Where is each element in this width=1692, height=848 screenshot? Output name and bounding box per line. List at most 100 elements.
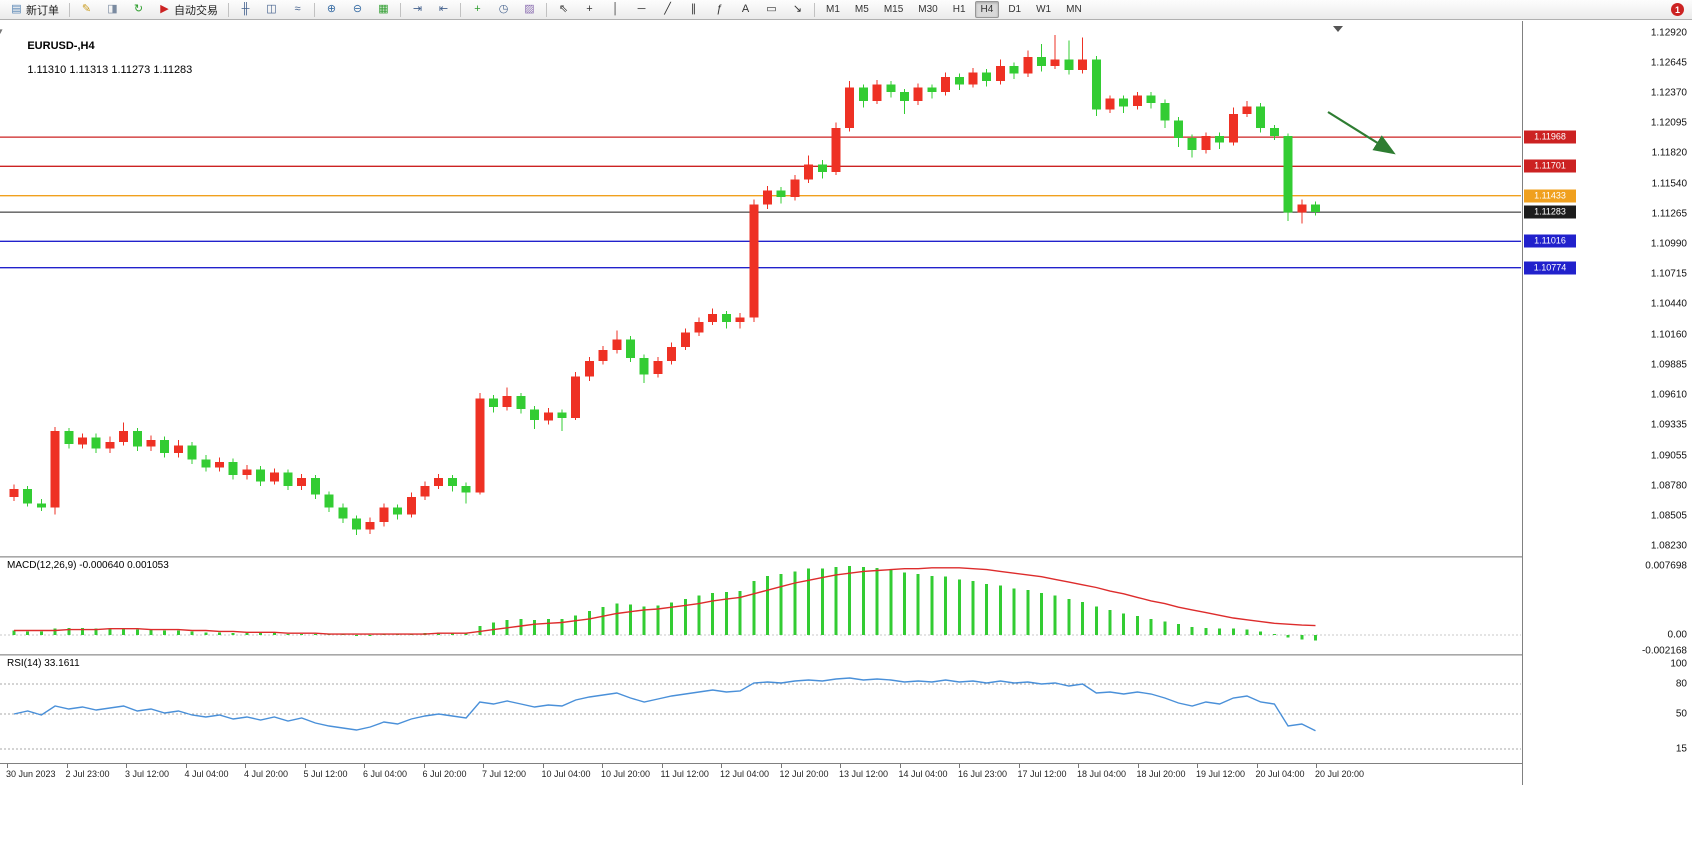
time-axis[interactable]: 30 Jun 2023 2 Jul 23:00 3 Jul 12:00 4 Jul 0… bbox=[0, 763, 1692, 786]
arrows-button[interactable]: ↘ bbox=[785, 0, 810, 19]
one-click-trading-toggle[interactable]: ▾ bbox=[0, 26, 3, 36]
symbol-period-label: EURUSD-,H4 bbox=[27, 40, 95, 52]
candlestick-chart-mode-icon: ◫ bbox=[266, 3, 277, 15]
chart-shift-marker[interactable] bbox=[1333, 26, 1343, 32]
fibonacci-icon: ƒ bbox=[716, 3, 723, 15]
autotrading-button[interactable]: ▶ 自动交易 bbox=[152, 0, 224, 19]
time-tick bbox=[840, 764, 841, 768]
periods-button[interactable]: ◷ bbox=[491, 0, 516, 19]
new-order-button[interactable]: ▤ 新订单 bbox=[4, 0, 65, 19]
time-tick bbox=[542, 764, 544, 768]
channel-icon: ∥ bbox=[690, 3, 697, 15]
chart-shift-button[interactable]: ⇤ bbox=[431, 0, 456, 19]
time-tick bbox=[661, 764, 663, 768]
time-tick bbox=[483, 764, 484, 768]
tile-windows-button[interactable]: ▦ bbox=[371, 0, 396, 19]
time-tick bbox=[245, 764, 246, 768]
rsi-scale-label: 80 bbox=[1675, 678, 1687, 690]
price-scale[interactable]: 1.12920 1.12645 1.12370 1.12095 1.11820 1.115… bbox=[1522, 21, 1692, 785]
metaeditor-button[interactable]: ✎ bbox=[74, 0, 99, 19]
toolbar-separator bbox=[460, 2, 461, 17]
time-label: 10 Jul 04:00 bbox=[541, 769, 591, 779]
text-label-button[interactable]: ▭ bbox=[759, 0, 784, 19]
text-icon: A bbox=[741, 3, 750, 15]
cursor-icon: ⇖ bbox=[558, 3, 569, 15]
market-watch-icon: ◨ bbox=[107, 3, 118, 15]
auto-scroll-icon: ⇥ bbox=[412, 3, 423, 15]
rsi-line bbox=[13, 677, 1316, 732]
time-tick bbox=[1137, 764, 1139, 768]
toolbar-separator bbox=[314, 2, 315, 17]
timeframe-mn-button[interactable]: MN bbox=[1066, 4, 1082, 15]
time-tick bbox=[1078, 764, 1079, 768]
timeframe-d1-button[interactable]: D1 bbox=[1008, 4, 1022, 15]
zoom-out-button[interactable]: ⊖ bbox=[345, 0, 370, 19]
main-chart[interactable]: ▾ EURUSD-,H4 1.11310 1.11313 1.11273 1.1… bbox=[0, 21, 1521, 556]
time-label: 20 Jul 20:00 bbox=[1315, 769, 1365, 779]
cursor-button[interactable]: ⇖ bbox=[551, 0, 576, 19]
line-chart-mode-icon: ≈ bbox=[294, 3, 301, 15]
fibonacci-button[interactable]: ƒ bbox=[707, 0, 732, 19]
horizontal-line-button[interactable]: ─ bbox=[629, 0, 654, 19]
templates-button[interactable]: ▨ bbox=[517, 0, 542, 19]
vertical-line-button[interactable]: │ bbox=[603, 0, 628, 19]
autotrading-button-label: 自动交易 bbox=[174, 4, 218, 17]
time-tick bbox=[364, 764, 365, 768]
rsi-panel[interactable]: RSI(14) 33.1611 bbox=[0, 656, 1521, 763]
trendline-button[interactable]: ╱ bbox=[655, 0, 680, 19]
time-label: 18 Jul 20:00 bbox=[1136, 769, 1186, 779]
line-chart-mode-button[interactable]: ≈ bbox=[285, 0, 310, 19]
rsi-scale-label: 50 bbox=[1675, 708, 1687, 720]
macd-label: MACD(12,26,9) -0.000640 0.001053 bbox=[7, 560, 169, 571]
rsi-scale-label: 15 bbox=[1675, 743, 1687, 755]
rsi-canvas bbox=[0, 677, 1521, 750]
panel-splitter[interactable] bbox=[0, 654, 1692, 656]
trend-arrow-annotation[interactable] bbox=[1327, 111, 1396, 155]
time-tick bbox=[721, 764, 722, 768]
price-tick: 1.09335 bbox=[1650, 419, 1687, 431]
timeframe-m1-button[interactable]: M1 bbox=[826, 4, 840, 15]
timeframe-h1-button[interactable]: H1 bbox=[952, 4, 966, 15]
macd-panel[interactable]: MACD(12,26,9) -0.000640 0.001053 bbox=[0, 558, 1521, 654]
time-label: 4 Jul 04:00 bbox=[184, 769, 229, 779]
candles bbox=[9, 35, 1320, 536]
macd-scale-label: 0.00 bbox=[1667, 629, 1687, 641]
time-tick bbox=[1197, 764, 1198, 768]
price-tick: 1.10160 bbox=[1650, 329, 1687, 341]
macd-scale-label: 0.007698 bbox=[1645, 560, 1687, 572]
price-tick: 1.11820 bbox=[1651, 147, 1687, 159]
time-label: 30 Jun 2023 bbox=[6, 769, 56, 779]
market-watch-button[interactable]: ◨ bbox=[100, 0, 125, 19]
price-tick: 1.12095 bbox=[1650, 117, 1687, 129]
auto-scroll-button[interactable]: ⇥ bbox=[405, 0, 430, 19]
timeframe-m15-button[interactable]: M15 bbox=[883, 4, 904, 15]
crosshair-button[interactable]: + bbox=[577, 0, 602, 19]
time-label: 16 Jul 23:00 bbox=[958, 769, 1008, 779]
notification-badge[interactable]: 1 bbox=[1671, 3, 1684, 16]
timeframe-h4-button[interactable]: H4 bbox=[974, 1, 1000, 18]
timeframe-m5-button[interactable]: M5 bbox=[854, 4, 869, 15]
timeframe-m30-button[interactable]: M30 bbox=[918, 4, 938, 15]
price-tick: 1.12920 bbox=[1650, 27, 1687, 39]
autotrading-icon: ▶ bbox=[160, 3, 169, 15]
panel-splitter[interactable] bbox=[0, 556, 1692, 558]
refresh-button[interactable]: ↻ bbox=[126, 0, 151, 19]
bar-chart-mode-button[interactable]: ╫ bbox=[233, 0, 258, 19]
chart-header: EURUSD-,H4 1.11310 1.11313 1.11273 1.112… bbox=[9, 28, 192, 88]
toolbar-separator bbox=[400, 2, 401, 17]
text-button[interactable]: A bbox=[733, 0, 758, 19]
periods-icon: ◷ bbox=[498, 3, 509, 15]
metaeditor-icon: ✎ bbox=[81, 3, 92, 15]
indicators-button[interactable]: + bbox=[465, 0, 490, 19]
price-chart-canvas[interactable] bbox=[0, 21, 1521, 556]
time-tick bbox=[423, 764, 425, 768]
candlestick-chart-mode-button[interactable]: ◫ bbox=[259, 0, 284, 19]
support-line-2-price-box: 1.10774 bbox=[1524, 261, 1576, 275]
ohlc-values: 1.11310 1.11313 1.11273 1.11283 bbox=[27, 64, 193, 76]
zoom-in-button[interactable]: ⊕ bbox=[319, 0, 344, 19]
channel-button[interactable]: ∥ bbox=[681, 0, 706, 19]
time-label: 14 Jul 04:00 bbox=[898, 769, 948, 779]
resistance-line-1-price-box: 1.11968 bbox=[1524, 130, 1576, 144]
tile-windows-icon: ▦ bbox=[378, 3, 389, 15]
timeframe-w1-button[interactable]: W1 bbox=[1036, 4, 1052, 15]
